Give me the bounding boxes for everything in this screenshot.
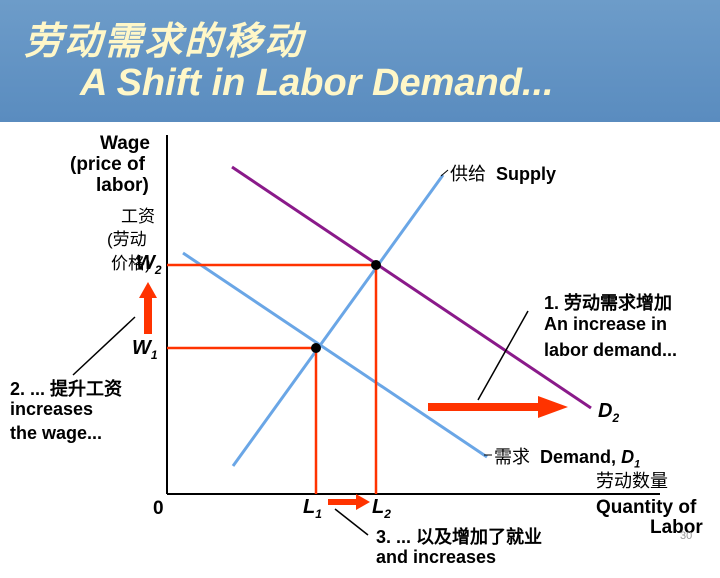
demand-shift-arrow-shaft <box>428 403 540 411</box>
equilibrium-point-1 <box>311 343 321 353</box>
supply-label: 供给 Supply <box>450 164 557 184</box>
labor-arrow-shaft <box>328 499 358 505</box>
annotation-2-line-3: the wage... <box>10 423 103 443</box>
labor-arrow-head <box>356 494 370 510</box>
annotation-1-line-1: 1. 劳动需求增加 <box>544 293 673 313</box>
y-axis-label-1: Wage <box>100 133 150 154</box>
pointer-annotation-3 <box>334 508 369 536</box>
y-axis-label-cn-2: (劳动 <box>107 230 147 249</box>
y-axis-label-cn-3: 价格) <box>111 254 151 273</box>
x-axis-label-2: Labor <box>650 517 703 538</box>
guide-w1-l1 <box>167 346 318 494</box>
annotation-1-line-3: labor demand... <box>544 340 678 360</box>
guide-w2-l2 <box>167 263 378 494</box>
annotation-2-line-2: increases <box>10 399 94 419</box>
annotation-3-line-2: and increases <box>376 547 497 567</box>
title-banner: 劳动需求的移动 A Shift in Labor Demand... <box>0 0 720 122</box>
demand-curve-d2 <box>231 165 592 410</box>
demand-d2-label: D2 <box>598 400 620 425</box>
demand-d1-label: 需求 Demand, D1 <box>494 447 641 471</box>
annotation-1-line-2: An increase in <box>544 314 668 334</box>
wage-w1-label: W1 <box>132 337 158 362</box>
wage-arrow-shaft <box>144 296 152 334</box>
labor-l1-label: L1 <box>303 496 322 521</box>
annotation-2-line-1: 2. ... 提升工资 <box>10 379 123 399</box>
demand-d1-label-cn: 劳动数量 <box>596 471 668 491</box>
y-axis-label-cn-1: 工资 <box>121 207 155 226</box>
pointer-supply <box>440 169 449 177</box>
page-number: 30 <box>680 530 693 542</box>
title-chinese: 劳动需求的移动 <box>24 19 305 63</box>
wage-w2-label: W2 <box>136 252 162 277</box>
annotation-3-line-1: 3. ... 以及增加了就业 <box>376 527 543 547</box>
wage-arrow-head <box>139 282 157 298</box>
demand-curve-d1 <box>182 251 488 459</box>
equilibrium-point-2 <box>371 260 381 270</box>
origin-label: 0 <box>153 498 164 519</box>
pointer-annotation-1 <box>477 310 529 401</box>
demand-shift-arrow-head <box>538 396 568 418</box>
y-axis-label-3: labor) <box>96 175 149 196</box>
y-axis-label-2: (price of <box>70 154 145 175</box>
title-english: A Shift in Labor Demand... <box>80 62 554 104</box>
labor-l2-label: L2 <box>372 496 391 521</box>
x-axis-label-1: Quantity of <box>596 497 697 518</box>
supply-curve <box>231 174 445 467</box>
pointer-annotation-2 <box>72 316 136 376</box>
